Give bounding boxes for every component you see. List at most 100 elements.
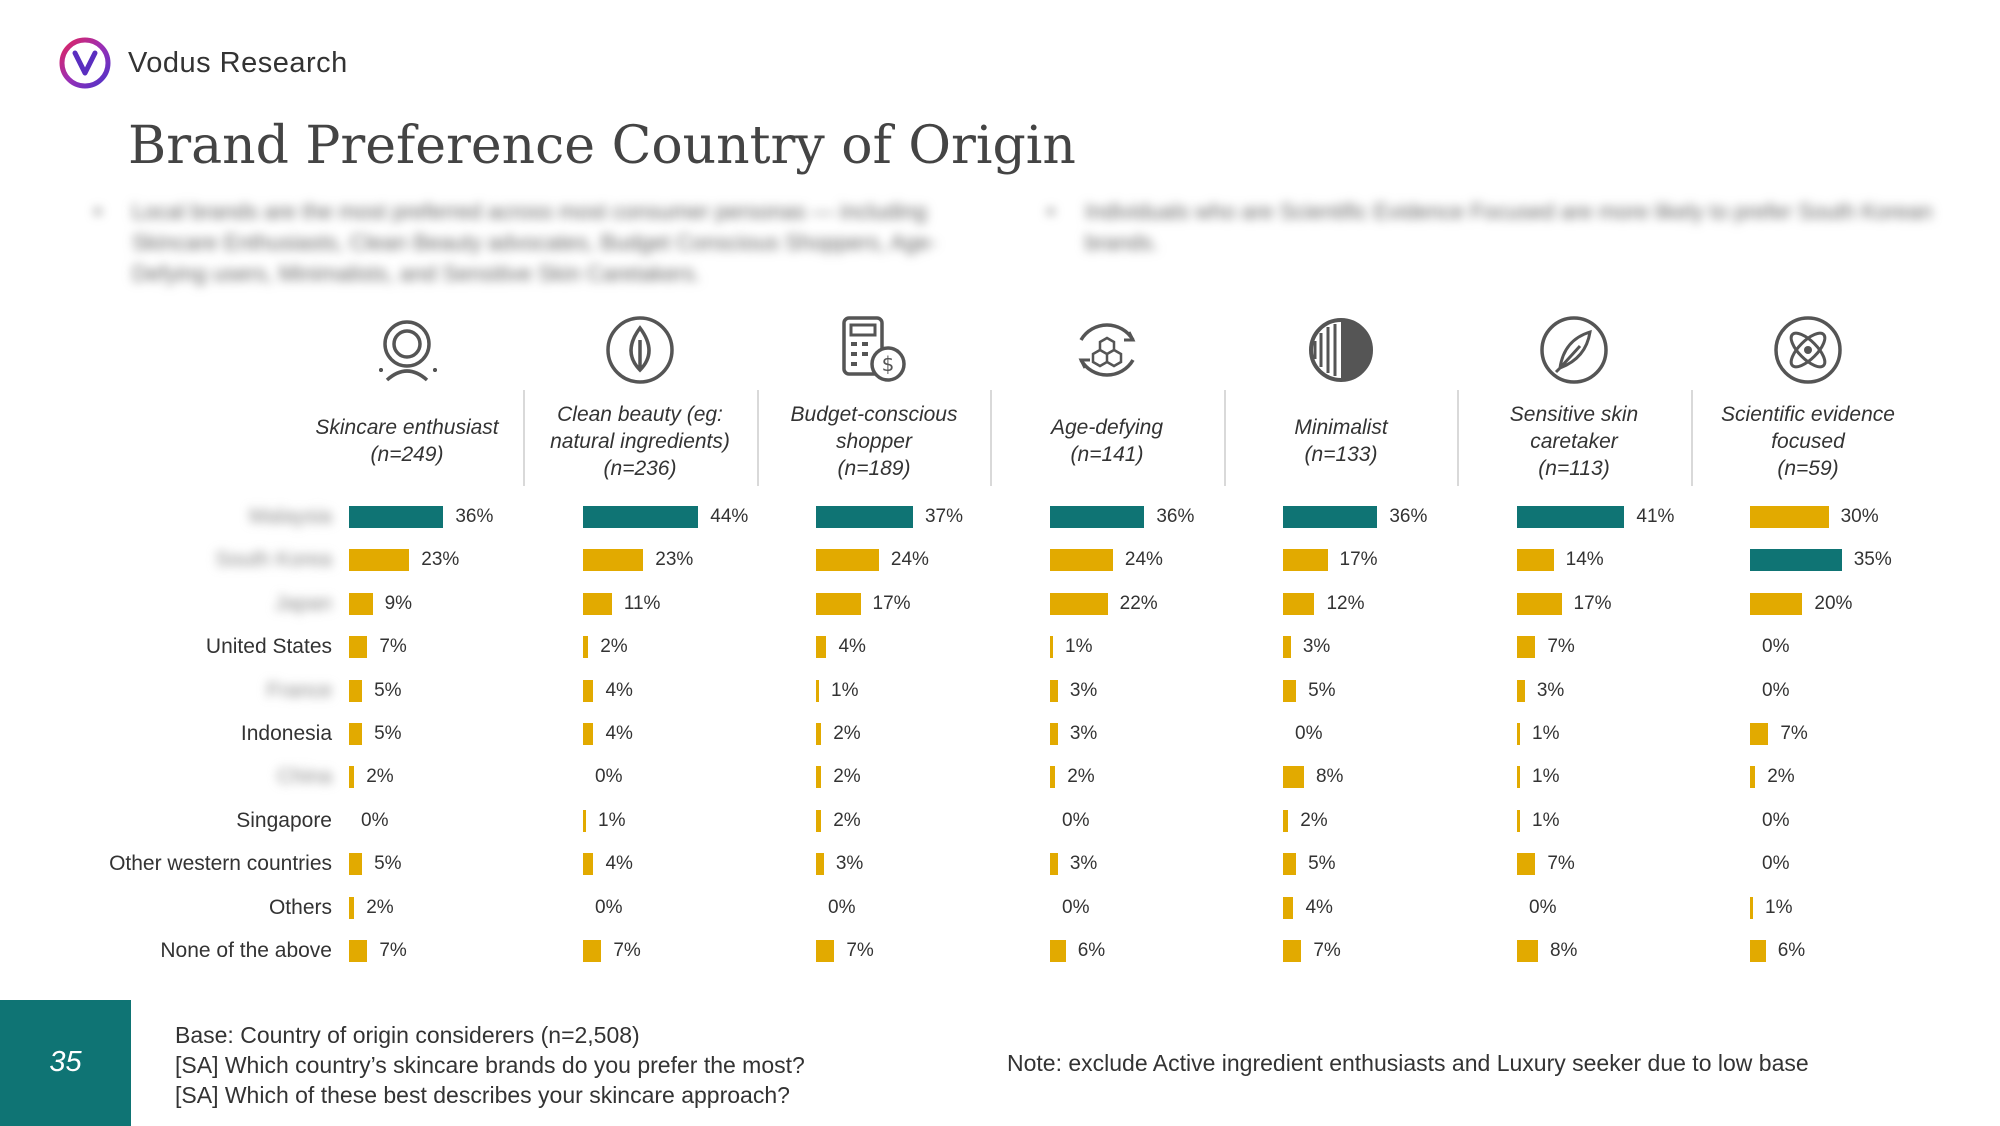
bar <box>349 940 368 962</box>
bar <box>1283 636 1291 659</box>
value-label: 3% <box>1536 679 1565 701</box>
segment-label: Skincare enthusiast (n=249) <box>290 396 524 486</box>
bar <box>349 766 355 789</box>
category-label: Japan <box>274 591 332 615</box>
value-label: 1% <box>1532 809 1560 831</box>
value-label: 0% <box>1762 679 1790 701</box>
atom-icon <box>1774 316 1842 384</box>
bar <box>1283 896 1294 919</box>
value-label: 0% <box>1295 723 1323 744</box>
bar <box>816 679 819 702</box>
bar <box>1050 679 1058 702</box>
category-label: Others <box>268 895 332 919</box>
leaf-icon <box>606 316 674 384</box>
segment-name: Scientific evidence focused <box>1721 402 1895 453</box>
segment-header: Clean beauty (eg: natural ingredients) (n… <box>523 300 757 490</box>
category-label: Other western countries <box>109 852 332 876</box>
value-label: 17% <box>1573 592 1612 614</box>
calculator-dollar-icon: $ <box>842 316 906 382</box>
segment-sample-size: (n=113) <box>1538 456 1610 480</box>
segment-name: Skincare enthusiast <box>315 416 499 439</box>
question-line-1: [SA] Which country’s skincare brands do … <box>175 1052 805 1078</box>
bar <box>1050 940 1066 962</box>
insight-bullet-1: • Local brands are the most preferred ac… <box>94 196 992 289</box>
segment-label: Age-defying (n=141) <box>990 396 1224 486</box>
insight-text-2: Individuals who are Scientific Evidence … <box>1085 199 1933 255</box>
bar <box>1517 506 1625 528</box>
segment-sample-size: (n=59) <box>1777 456 1839 480</box>
value-label: 5% <box>1308 679 1336 701</box>
segment-name: Sensitive skin caretaker <box>1509 402 1639 453</box>
bar <box>1750 592 1803 615</box>
bar <box>816 723 822 745</box>
value-label: 6% <box>1077 940 1106 961</box>
value-label: 6% <box>1777 940 1806 961</box>
bar <box>349 723 363 745</box>
bar <box>1750 896 1753 919</box>
segment-divider <box>1224 390 1226 486</box>
value-label: 7% <box>613 940 641 961</box>
value-label: 30% <box>1840 506 1879 527</box>
bar <box>1283 853 1297 876</box>
value-label: 0% <box>595 766 623 788</box>
bar <box>1750 723 1769 745</box>
value-label: 17% <box>1339 549 1378 571</box>
hexagon-cycle-icon <box>1078 323 1136 377</box>
value-label: 44% <box>710 506 749 527</box>
segment-name: Age-defying <box>1050 416 1164 439</box>
segment-divider <box>990 390 992 486</box>
segment-label: Sensitive skin caretaker (n=113) <box>1489 396 1659 486</box>
bar <box>816 853 824 876</box>
bar <box>1050 766 1056 789</box>
bar <box>583 636 589 659</box>
segment-header: Scientific evidence focused (n=59) <box>1691 300 1925 490</box>
value-label: 2% <box>833 809 861 831</box>
value-label: 5% <box>1308 853 1336 875</box>
value-label: 17% <box>872 592 911 614</box>
segment-name: Minimalist <box>1294 416 1388 439</box>
segment-divider <box>1691 390 1693 486</box>
value-label: 35% <box>1853 549 1892 571</box>
segment-header: Skincare enthusiast (n=249) <box>290 300 524 490</box>
bar <box>1283 549 1328 572</box>
value-label: 1% <box>1765 896 1793 918</box>
category-label: South Korea <box>215 548 332 572</box>
category-label: United States <box>205 635 332 659</box>
bar <box>1283 809 1289 832</box>
bar <box>1517 766 1520 789</box>
bar <box>1283 679 1297 702</box>
value-label: 4% <box>1305 896 1333 918</box>
bar <box>583 809 586 832</box>
bar <box>816 940 835 962</box>
bar <box>1050 723 1058 745</box>
value-label: 7% <box>1313 940 1341 961</box>
bar <box>349 506 444 528</box>
segment-divider <box>523 390 525 486</box>
bar <box>583 853 594 876</box>
value-label: 1% <box>1065 636 1093 658</box>
bar <box>1050 506 1145 528</box>
bar <box>1750 940 1766 962</box>
value-label: 2% <box>1300 809 1328 831</box>
bar <box>349 679 363 702</box>
value-label: 11% <box>623 592 661 614</box>
value-label: 7% <box>846 940 874 961</box>
bar <box>1283 592 1315 615</box>
bar <box>1517 940 1538 962</box>
brand-header: Vodus Research <box>58 36 348 90</box>
segment-header: Minimalist (n=133) <box>1224 300 1458 490</box>
bar <box>349 592 373 615</box>
category-label: Malaysia <box>249 505 332 528</box>
insight-text-1: Local brands are the most preferred acro… <box>132 199 937 286</box>
segment-header: $ Budget-conscious shopper (n=189) <box>757 300 991 490</box>
bar <box>816 506 913 528</box>
base-note: Base: Country of origin considerers (n=2… <box>175 1020 805 1110</box>
category-label: Singapore <box>236 808 332 832</box>
vodus-logo-icon <box>59 37 111 89</box>
value-label: 24% <box>1124 549 1163 571</box>
bar <box>583 506 699 528</box>
bar <box>1283 766 1304 789</box>
bar <box>1517 809 1520 832</box>
value-label: 4% <box>838 636 866 658</box>
value-label: 5% <box>374 853 402 875</box>
